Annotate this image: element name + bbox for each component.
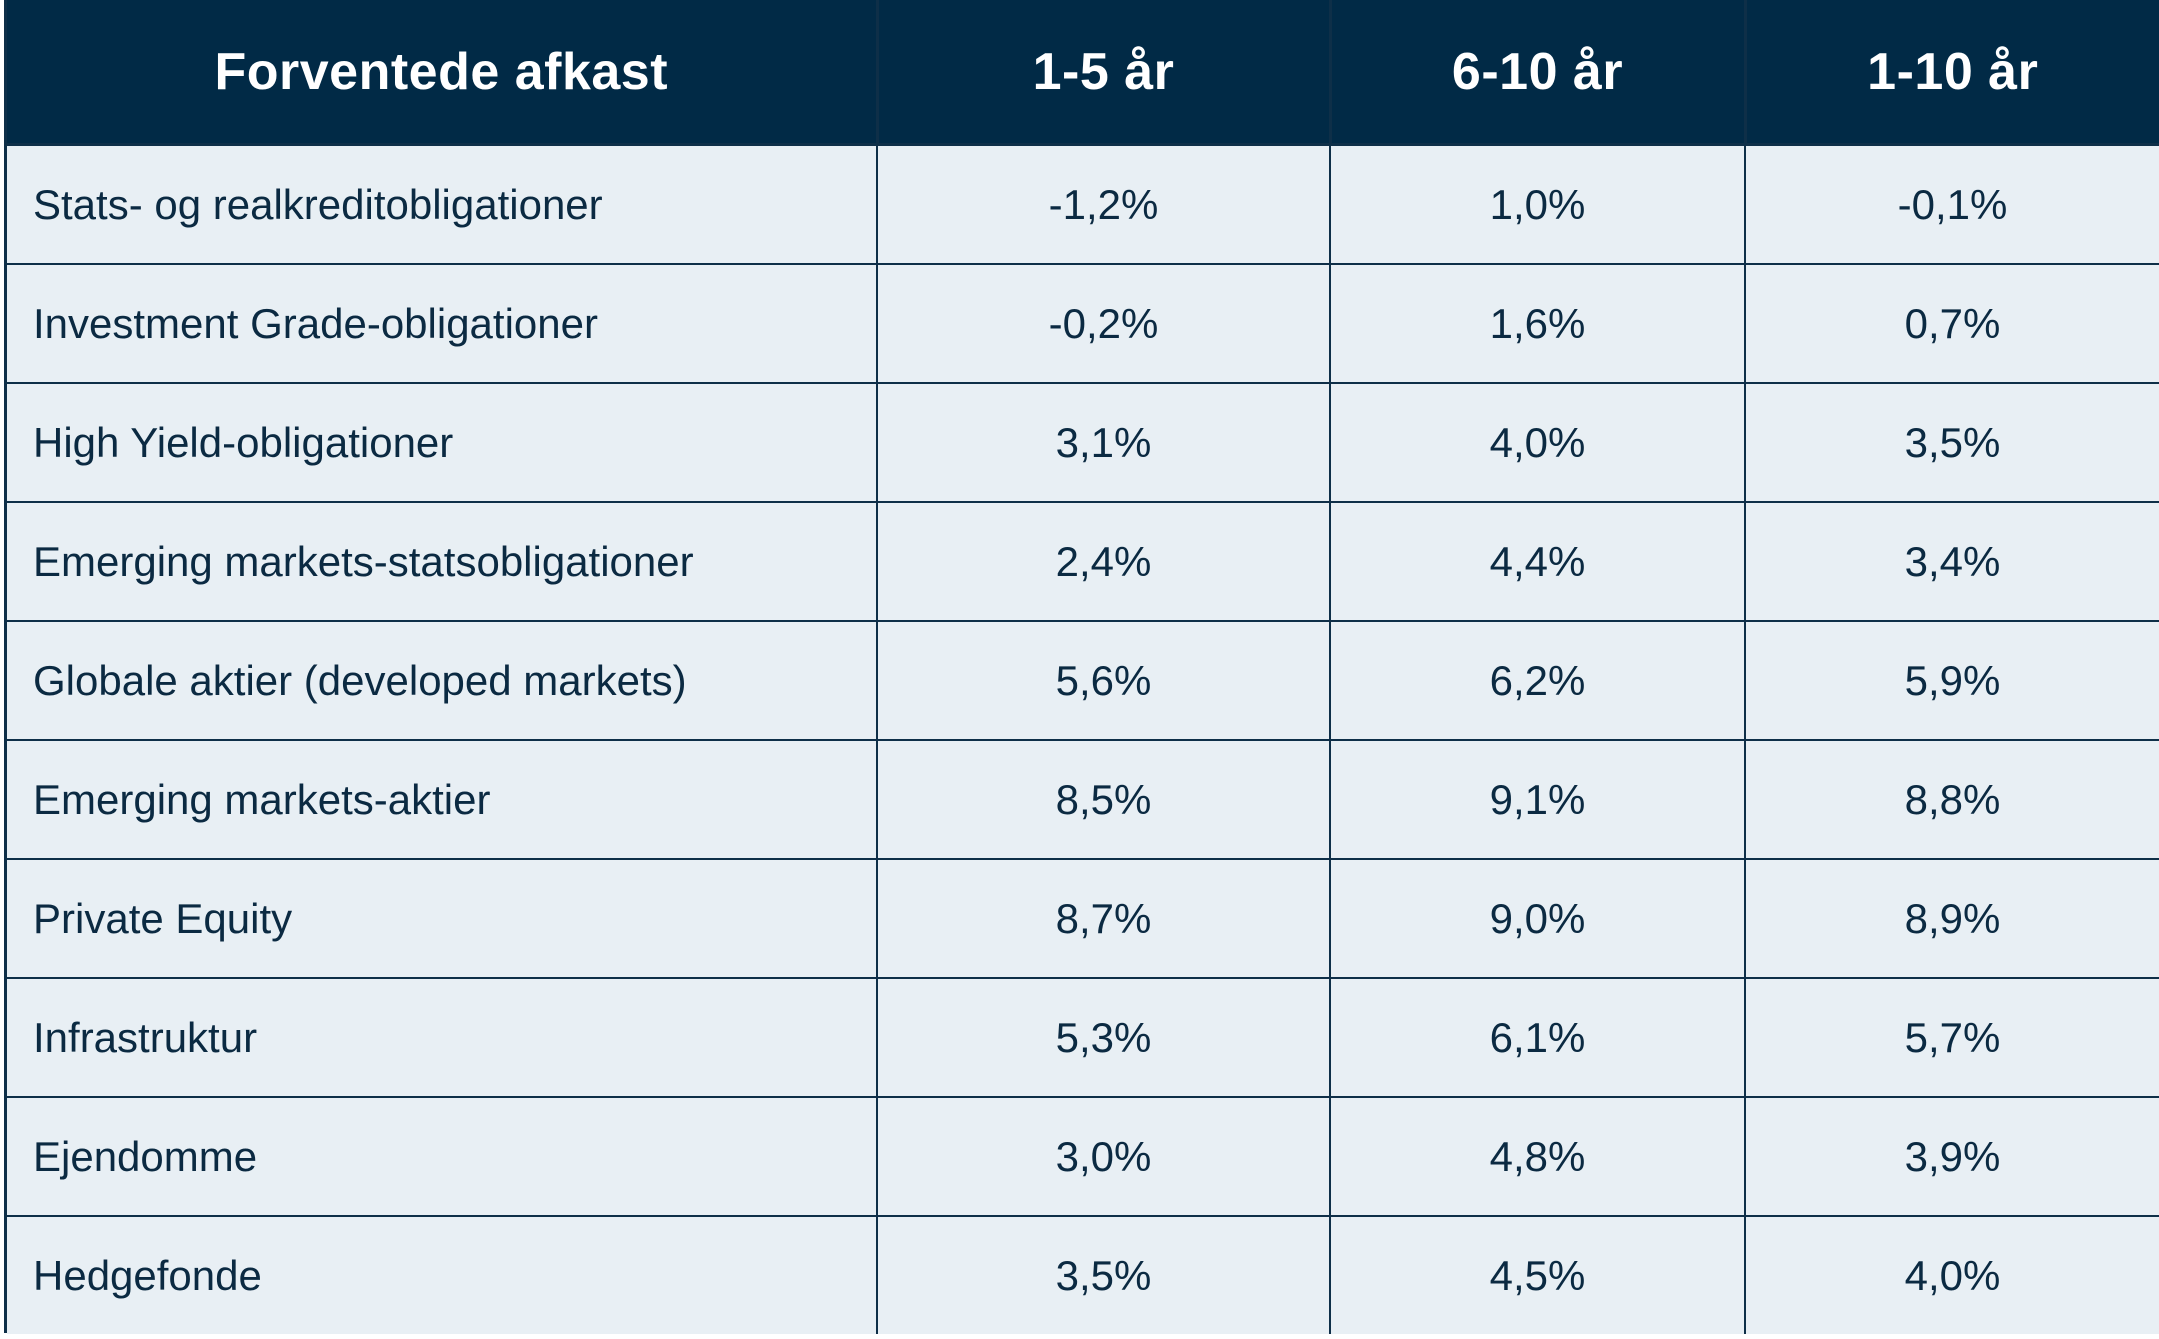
return-6-10-years-cell: 6,2%: [1329, 620, 1745, 740]
asset-class-cell: High Yield-obligationer: [7, 382, 877, 502]
table-row: Infrastruktur 5,3% 6,1% 5,7%: [7, 977, 2159, 1097]
return-6-10-years-cell: 4,8%: [1329, 1096, 1745, 1216]
table-row: Emerging markets-aktier 8,5% 9,1% 8,8%: [7, 739, 2159, 859]
return-1-5-years-cell: 2,4%: [876, 501, 1330, 621]
return-6-10-years-cell: 4,0%: [1329, 382, 1745, 502]
column-header-6-10-years: 6-10 år: [1328, 0, 1745, 145]
return-1-5-years-cell: 5,6%: [876, 620, 1330, 740]
return-1-5-years-cell: 8,5%: [876, 739, 1330, 859]
return-6-10-years-cell: 6,1%: [1329, 977, 1745, 1097]
return-1-10-years-cell: 4,0%: [1744, 1215, 2159, 1334]
return-1-5-years-cell: 3,5%: [876, 1215, 1330, 1334]
return-6-10-years-cell: 1,6%: [1329, 263, 1745, 383]
return-1-10-years-cell: 3,4%: [1744, 501, 2159, 621]
return-1-5-years-cell: 8,7%: [876, 858, 1330, 978]
return-6-10-years-cell: 9,1%: [1329, 739, 1745, 859]
asset-class-cell: Emerging markets-aktier: [7, 739, 877, 859]
asset-class-cell: Infrastruktur: [7, 977, 877, 1097]
return-6-10-years-cell: 4,5%: [1329, 1215, 1745, 1334]
return-1-10-years-cell: 0,7%: [1744, 263, 2159, 383]
table-row: Ejendomme 3,0% 4,8% 3,9%: [7, 1096, 2159, 1216]
column-header-1-5-years: 1-5 år: [875, 0, 1330, 145]
return-1-5-years-cell: 3,0%: [876, 1096, 1330, 1216]
return-1-10-years-cell: 8,8%: [1744, 739, 2159, 859]
header-row: Forventede afkast 1-5 år 6-10 år 1-10 år: [7, 0, 2159, 145]
table-row: Private Equity 8,7% 9,0% 8,9%: [7, 858, 2159, 978]
return-1-10-years-cell: 5,9%: [1744, 620, 2159, 740]
asset-class-cell: Hedgefonde: [7, 1215, 877, 1334]
table-row: Investment Grade-obligationer -0,2% 1,6% 0,…: [7, 263, 2159, 383]
return-1-5-years-cell: -0,2%: [876, 263, 1330, 383]
return-1-10-years-cell: -0,1%: [1744, 143, 2159, 264]
return-1-5-years-cell: 5,3%: [876, 977, 1330, 1097]
asset-class-cell: Private Equity: [7, 858, 877, 978]
table-row: Emerging markets-statsobligationer 2,4% 4,…: [7, 501, 2159, 621]
asset-class-cell: Stats- og realkreditobligationer: [7, 143, 877, 264]
table-header: Forventede afkast 1-5 år 6-10 år 1-10 år: [7, 0, 2159, 145]
return-6-10-years-cell: 4,4%: [1329, 501, 1745, 621]
column-header-1-10-years: 1-10 år: [1743, 0, 2159, 145]
return-6-10-years-cell: 1,0%: [1329, 143, 1745, 264]
return-1-5-years-cell: -1,2%: [876, 143, 1330, 264]
column-header-asset-class: Forventede afkast: [7, 0, 877, 145]
table-row: Stats- og realkreditobligationer -1,2% 1,0…: [7, 143, 2159, 264]
returns-table-container: Forventede afkast 1-5 år 6-10 år 1-10 år…: [4, 0, 2159, 1334]
return-6-10-years-cell: 9,0%: [1329, 858, 1745, 978]
table-row: Globale aktier (developed markets) 5,6% 6,…: [7, 620, 2159, 740]
asset-class-cell: Investment Grade-obligationer: [7, 263, 877, 383]
asset-class-cell: Ejendomme: [7, 1096, 877, 1216]
return-1-10-years-cell: 3,9%: [1744, 1096, 2159, 1216]
asset-class-cell: Emerging markets-statsobligationer: [7, 501, 877, 621]
return-1-5-years-cell: 3,1%: [876, 382, 1330, 502]
return-1-10-years-cell: 5,7%: [1744, 977, 2159, 1097]
asset-class-cell: Globale aktier (developed markets): [7, 620, 877, 740]
return-1-10-years-cell: 8,9%: [1744, 858, 2159, 978]
return-1-10-years-cell: 3,5%: [1744, 382, 2159, 502]
table-row: High Yield-obligationer 3,1% 4,0% 3,5%: [7, 382, 2159, 502]
table-row: Hedgefonde 3,5% 4,5% 4,0%: [7, 1215, 2159, 1334]
table-body: Stats- og realkreditobligationer -1,2% 1,0…: [7, 143, 2159, 1334]
expected-returns-table: Forventede afkast 1-5 år 6-10 år 1-10 år…: [7, 0, 2159, 1334]
